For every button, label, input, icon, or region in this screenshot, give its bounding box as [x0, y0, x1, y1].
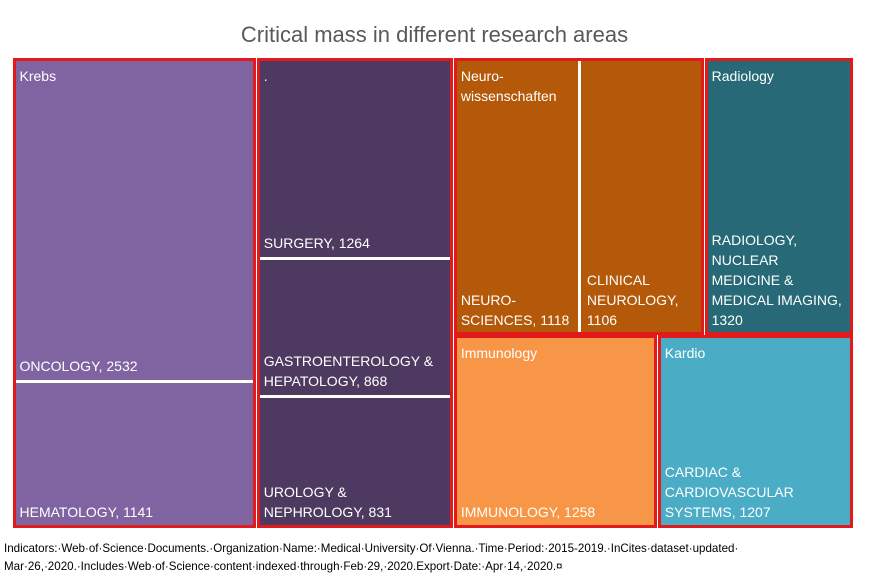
treemap-cell: SURGERY, 1264: [257, 59, 452, 257]
treemap-cell: UROLOGY & NEPHROLOGY, 831: [257, 397, 452, 527]
cell-label: IMMUNOLOGY, 1258: [460, 504, 596, 521]
footnote: Mar·26,·2020.·Includes·Web·of·Science·co…: [4, 560, 563, 573]
footnote: Indicators:·Web·of·Science·Documents.·Or…: [4, 542, 739, 555]
cell-label: CLINICAL NEUROLOGY, 1106: [586, 271, 679, 328]
cell-label: NEURO-SCIENCES, 1118: [460, 291, 570, 328]
treemap-cell: GASTROENTEROLOGY & HEPATOLOGY, 868: [257, 259, 452, 395]
treemap-cell: IMMUNOLOGY, 1258: [454, 336, 656, 527]
group-label: Kardio: [664, 344, 706, 361]
treemap-cell: HEMATOLOGY, 1141: [13, 383, 255, 527]
group-label: Immunology: [460, 344, 538, 361]
chart-title: Critical mass in different research area…: [240, 22, 629, 47]
cell-label: HEMATOLOGY, 1141: [19, 504, 154, 521]
treemap-cell: CARDIAC & CARDIOVASCULAR SYSTEMS, 1207: [658, 336, 852, 527]
treemap-cell: NEURO-SCIENCES, 1118: [454, 59, 578, 334]
treemap-cell: CLINICAL NEUROLOGY, 1106: [580, 59, 703, 334]
treemap: ONCOLOGY, 2532 HEMATOLOGY, 1141 Krebs SURGE…: [12, 58, 853, 528]
cell-label: CARDIAC & CARDIOVASCULAR SYSTEMS, 1207: [664, 464, 794, 521]
cell-label: GASTROENTEROLOGY & HEPATOLOGY, 868: [263, 352, 434, 389]
cell-label: SURGERY, 1264: [263, 234, 370, 251]
group-label: .: [263, 67, 268, 84]
group-label: Radiology: [711, 67, 774, 84]
group-label: Neuro-wissenschaften: [460, 67, 557, 104]
treemap-cell: RADIOLOGY, NUCLEAR MEDICINE & MEDICAL IM…: [705, 59, 852, 334]
group-label: Krebs: [19, 67, 57, 84]
cell-label: RADIOLOGY, NUCLEAR MEDICINE & MEDICAL IM…: [711, 231, 842, 328]
cell-label: UROLOGY & NEPHROLOGY, 831: [263, 484, 392, 521]
treemap-cell: ONCOLOGY, 2532: [13, 59, 255, 381]
cell-label: ONCOLOGY, 2532: [19, 358, 138, 375]
